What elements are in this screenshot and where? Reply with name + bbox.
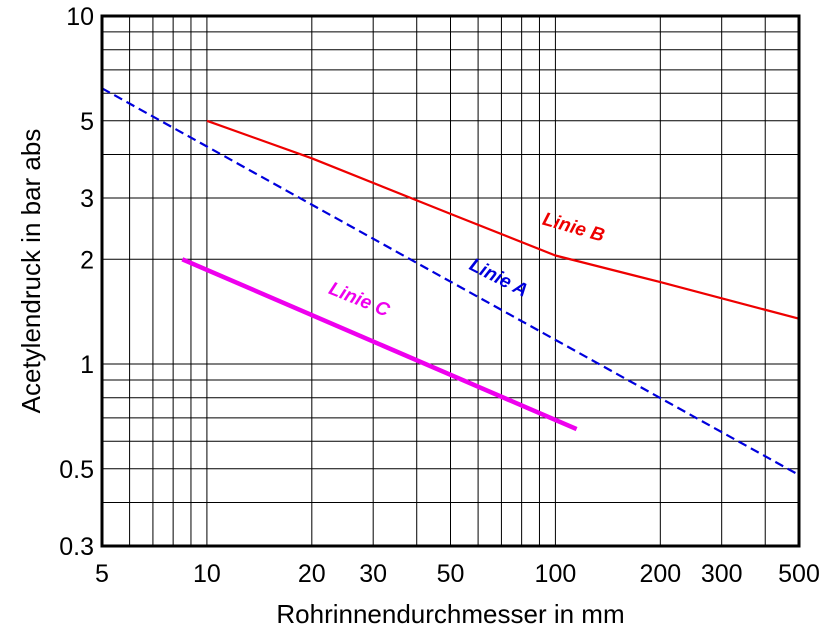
x-tick-label: 5 <box>95 560 109 588</box>
y-tick-label: 10 <box>66 3 94 31</box>
series-label-linie-b: Linie B <box>540 209 607 247</box>
series-label-linie-c: Linie C <box>326 278 393 321</box>
y-axis-title: Acetylendruck in bar abs <box>16 129 46 414</box>
x-tick-label: 500 <box>778 560 820 588</box>
y-tick-label: 5 <box>80 108 94 136</box>
y-tick-label: 1 <box>80 351 94 379</box>
tick-labels: 5 10 20 30 50 100 200 300 500 0.3 0.5 1 2 3 5 10 <box>59 3 820 588</box>
plot-frame <box>100 14 801 548</box>
x-tick-label: 30 <box>359 560 387 588</box>
y-tick-label: 2 <box>80 246 94 274</box>
x-axis-title: Rohrinnendurchmesser in mm <box>276 599 624 629</box>
x-tick-label: 100 <box>535 560 577 588</box>
y-tick-label: 0.3 <box>59 533 94 561</box>
x-tick-label: 200 <box>639 560 681 588</box>
y-tick-label: 0.5 <box>59 456 94 484</box>
x-tick-label: 20 <box>298 560 326 588</box>
series-line-linie-b <box>206 119 800 320</box>
grid <box>102 16 799 546</box>
series-layer <box>101 87 800 476</box>
y-tick-label: 3 <box>80 185 94 213</box>
x-tick-label: 50 <box>437 560 465 588</box>
x-tick-label: 10 <box>193 560 221 588</box>
series-line-linie-a <box>101 87 800 476</box>
series-line-linie-c <box>181 257 578 432</box>
x-tick-label: 300 <box>701 560 743 588</box>
